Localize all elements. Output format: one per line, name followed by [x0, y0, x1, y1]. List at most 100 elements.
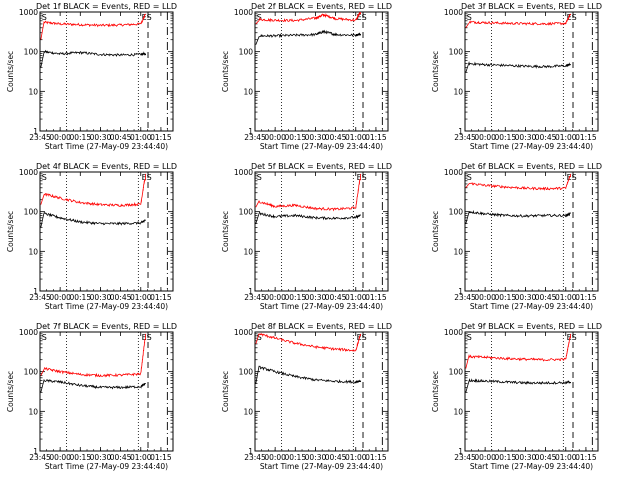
x-tick-label: 01:15: [365, 133, 387, 142]
x-tick-label: 01:15: [575, 453, 597, 462]
x-tick-label: 00:45: [325, 293, 347, 302]
x-tick-label: 01:00: [345, 293, 367, 302]
start-marker: S: [467, 13, 472, 22]
x-tick-label: 00:00: [49, 293, 71, 302]
y-axis-label: Counts/sec: [6, 51, 15, 92]
y-tick-label: 1000: [444, 168, 463, 177]
y-tick-label: 10: [453, 247, 463, 256]
y-tick-label: 100: [449, 208, 464, 217]
x-tick-label: 01:15: [365, 293, 387, 302]
x-tick-label: 23:45: [454, 293, 476, 302]
x-tick-label: 00:00: [474, 133, 496, 142]
y-tick-label: 1000: [234, 168, 253, 177]
x-axis-label: Start Time (27-May-09 23:44:40): [45, 302, 168, 311]
y-tick-label: 1: [458, 447, 463, 456]
start-marker: S: [467, 333, 472, 342]
chart-title: Det 7f BLACK = Events, RED = LLD: [36, 322, 177, 331]
y-tick-label: 1000: [19, 328, 38, 337]
y-tick-label: 1: [33, 127, 38, 136]
x-tick-label: 01:15: [575, 133, 597, 142]
x-tick-label: 01:00: [130, 133, 152, 142]
end-marker: ES: [357, 333, 367, 342]
start-marker: S: [467, 173, 472, 182]
y-tick-label: 1: [248, 287, 253, 296]
chart-title: Det 1f BLACK = Events, RED = LLD: [36, 2, 177, 11]
chart-title: Det 3f BLACK = Events, RED = LLD: [461, 2, 602, 11]
y-tick-label: 10: [28, 87, 38, 96]
plot-frame: [254, 11, 389, 132]
x-tick-label: 23:45: [244, 453, 266, 462]
y-tick-label: 100: [449, 368, 464, 377]
x-tick-label: 00:15: [494, 133, 516, 142]
x-tick-label: 01:00: [130, 453, 152, 462]
y-tick-label: 100: [239, 368, 254, 377]
end-marker: ES: [142, 13, 152, 22]
x-tick-label: 01:15: [150, 133, 172, 142]
x-tick-label: 00:00: [264, 293, 286, 302]
x-tick-label: 00:00: [474, 453, 496, 462]
start-marker: S: [257, 333, 262, 342]
events-series-line: [40, 49, 146, 68]
events-series-line: [40, 378, 146, 393]
y-axis-label: Counts/sec: [431, 371, 440, 412]
lld-series-line: [40, 13, 146, 40]
x-tick-label: 01:15: [365, 453, 387, 462]
x-axis-label: Start Time (27-May-09 23:44:40): [260, 302, 383, 311]
y-tick-label: 10: [453, 407, 463, 416]
chart-panel-1: Det 1f BLACK = Events, RED = LLD 1 10 100 10…: [6, 2, 177, 151]
end-marker: ES: [567, 173, 577, 182]
x-tick-label: 01:15: [150, 453, 172, 462]
x-tick-label: 23:45: [244, 133, 266, 142]
x-tick-label: 00:30: [90, 133, 112, 142]
y-tick-label: 1: [33, 287, 38, 296]
plot-frame: [464, 331, 599, 452]
lld-series-line: [255, 173, 361, 212]
x-tick-label: 01:00: [345, 133, 367, 142]
x-tick-label: 01:00: [345, 453, 367, 462]
x-tick-label: 00:30: [515, 293, 537, 302]
x-axis-label: Start Time (27-May-09 23:44:40): [260, 462, 383, 471]
y-tick-label: 1000: [19, 168, 38, 177]
y-axis-label: Counts/sec: [6, 211, 15, 252]
events-series-line: [465, 61, 571, 73]
y-tick-label: 100: [239, 208, 254, 217]
x-tick-label: 00:30: [305, 453, 327, 462]
y-tick-label: 1: [458, 287, 463, 296]
end-marker: ES: [357, 173, 367, 182]
chart-title: Det 6f BLACK = Events, RED = LLD: [461, 162, 602, 171]
y-tick-label: 10: [243, 407, 253, 416]
events-series-line: [255, 29, 361, 45]
x-tick-label: 00:30: [305, 293, 327, 302]
start-marker: S: [42, 173, 47, 182]
chart-title: Det 4f BLACK = Events, RED = LLD: [36, 162, 177, 171]
lld-series-line: [465, 333, 571, 369]
x-axis-label: Start Time (27-May-09 23:44:40): [470, 142, 593, 151]
y-axis-label: Counts/sec: [221, 51, 230, 92]
chart-panel-9: Det 9f BLACK = Events, RED = LLD 1 10 100 10…: [431, 322, 602, 471]
x-tick-label: 00:45: [110, 293, 132, 302]
x-tick-label: 00:30: [515, 133, 537, 142]
y-tick-label: 1000: [19, 8, 38, 17]
x-axis-label: Start Time (27-May-09 23:44:40): [470, 302, 593, 311]
start-marker: S: [257, 13, 262, 22]
chart-title: Det 8f BLACK = Events, RED = LLD: [251, 322, 392, 331]
lld-series-line: [40, 333, 146, 378]
plot-frame: [39, 171, 174, 292]
chart-panel-4: Det 4f BLACK = Events, RED = LLD 1 10 100 10…: [6, 162, 177, 311]
x-tick-label: 01:00: [555, 293, 577, 302]
chart-panel-8: Det 8f BLACK = Events, RED = LLD 1 10 100 10…: [221, 322, 392, 471]
start-marker: S: [257, 173, 262, 182]
x-tick-label: 01:15: [150, 293, 172, 302]
y-tick-label: 10: [28, 407, 38, 416]
x-tick-label: 00:15: [284, 293, 306, 302]
x-tick-label: 00:15: [69, 133, 91, 142]
y-axis-label: Counts/sec: [431, 211, 440, 252]
x-tick-label: 00:15: [284, 133, 306, 142]
x-axis-label: Start Time (27-May-09 23:44:40): [470, 462, 593, 471]
end-marker: ES: [357, 13, 367, 22]
x-axis-label: Start Time (27-May-09 23:44:40): [45, 462, 168, 471]
y-tick-label: 1: [458, 127, 463, 136]
y-tick-label: 100: [449, 48, 464, 57]
y-tick-label: 1: [33, 447, 38, 456]
